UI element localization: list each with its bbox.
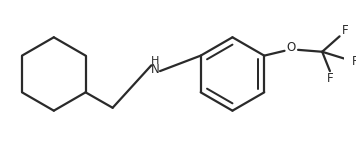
Text: N: N [151, 63, 159, 76]
Text: O: O [287, 41, 296, 54]
Text: F: F [352, 55, 356, 68]
Text: F: F [326, 72, 333, 85]
Text: H: H [151, 56, 159, 66]
Text: F: F [342, 24, 349, 37]
